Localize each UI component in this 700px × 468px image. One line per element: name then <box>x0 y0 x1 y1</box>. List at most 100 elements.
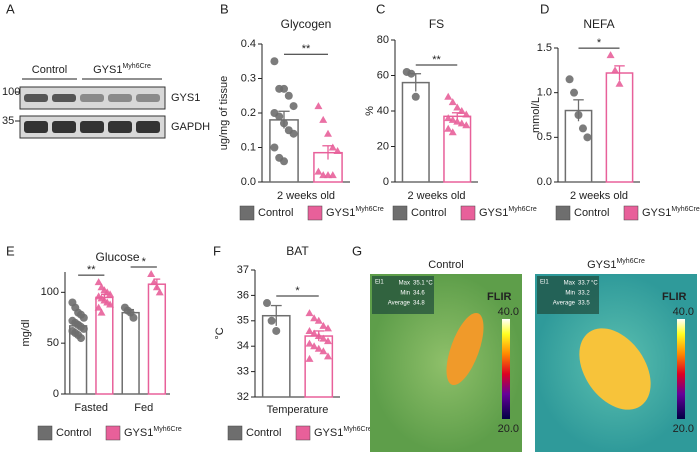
data-point <box>323 337 332 345</box>
y-tick-label: 80 <box>377 34 389 46</box>
blot-band <box>80 121 104 133</box>
legend-label-main: Control <box>56 427 91 439</box>
data-point <box>319 347 328 355</box>
significance: * <box>597 37 602 49</box>
data-point <box>129 313 138 322</box>
data-point <box>79 324 88 333</box>
unit: °C <box>591 281 598 287</box>
y-axis-label: mg/dl <box>20 320 32 347</box>
data-point <box>457 119 466 127</box>
data-point <box>611 66 620 74</box>
group-label: Control <box>32 64 67 76</box>
legend-swatch <box>239 205 255 221</box>
legend-swatch <box>460 205 476 221</box>
data-point <box>310 314 319 322</box>
unit: °C <box>426 281 433 287</box>
legend-label-main: Control <box>258 207 293 219</box>
data-point <box>314 332 323 340</box>
blot-band <box>80 94 104 102</box>
legend-label-sup: Myh6Cre <box>355 206 384 213</box>
legend-label-sup: Myh6Cre <box>153 426 182 433</box>
x-tick-label: 2 weeks old <box>277 190 335 202</box>
data-point <box>150 278 159 286</box>
panel-label: B <box>220 1 229 16</box>
y-tick-label: 32 <box>237 391 249 403</box>
legend-swatch <box>392 205 408 221</box>
y-tick-label: 100 <box>41 286 59 298</box>
x-tick-label: Fasted <box>74 402 108 414</box>
legend-swatch <box>295 425 311 441</box>
image-label-main: GYS1 <box>587 259 616 271</box>
chart-title: Glucose <box>95 250 139 264</box>
y-tick-label: 1.5 <box>537 42 552 54</box>
data-point <box>314 344 323 352</box>
data-point <box>305 339 314 347</box>
bar <box>147 283 167 395</box>
legend-label: GYS1Myh6Cre <box>314 426 372 439</box>
data-point <box>79 313 88 322</box>
data-point <box>267 316 276 325</box>
panel-label: C <box>376 1 385 16</box>
blot-band <box>24 94 48 102</box>
bar <box>95 296 114 395</box>
x-tick-label: 2 weeks old <box>570 190 628 202</box>
data-point <box>314 102 323 110</box>
data-point <box>280 119 288 128</box>
blot-band <box>108 121 132 133</box>
data-point <box>272 326 281 335</box>
legend-label-main: Control <box>246 427 281 439</box>
data-point <box>275 112 284 121</box>
legend-label-sup: Myh6Cre <box>508 206 537 213</box>
y-tick-label: 33 <box>237 366 249 378</box>
data-point <box>606 51 615 59</box>
data-point <box>284 91 293 100</box>
legend-label-sup: Myh6Cre <box>671 206 700 213</box>
overlay-value: 33.2 <box>578 291 590 297</box>
scale-max: 40.0 <box>673 306 694 318</box>
data-point <box>448 115 457 123</box>
legend-label-main: GYS1 <box>124 427 153 439</box>
data-point <box>323 324 332 332</box>
legend-label: GYS1Myh6Cre <box>124 426 182 439</box>
data-point <box>305 326 314 334</box>
blot-band <box>136 94 160 102</box>
bar <box>261 314 291 398</box>
y-axis-label: ug/mg of tissue <box>218 76 230 151</box>
significance: ** <box>302 43 311 55</box>
legend-label: GYS1Myh6Cre <box>479 206 537 219</box>
legend-label: Control <box>246 427 281 439</box>
data-point <box>448 128 457 136</box>
data-point <box>310 342 319 350</box>
data-point <box>319 115 328 123</box>
panel-label: D <box>540 1 549 16</box>
blot-band <box>52 121 76 133</box>
band-label: GAPDH <box>171 121 210 133</box>
spot-label: El1 <box>375 280 384 286</box>
image-label-main: Control <box>428 259 463 271</box>
data-point <box>328 171 337 179</box>
data-point <box>106 290 115 298</box>
image-label: GYS1Myh6Cre <box>587 258 645 271</box>
scale-min: 20.0 <box>498 423 519 435</box>
data-point <box>94 303 103 311</box>
data-point <box>453 117 462 125</box>
blot-band <box>108 94 132 102</box>
scale-min: 20.0 <box>673 423 694 435</box>
data-point <box>411 92 420 101</box>
spot-label: El1 <box>540 280 549 286</box>
panel-label: E <box>6 243 15 258</box>
legend-label: GYS1Myh6Cre <box>642 206 700 219</box>
overlay-key: Min <box>400 291 410 297</box>
y-tick-label: 0.4 <box>241 38 256 50</box>
overlay-box <box>372 276 434 314</box>
data-point <box>444 114 453 122</box>
panel-label: F <box>213 243 221 258</box>
legend-label: Control <box>258 207 293 219</box>
color-scale <box>502 319 510 419</box>
data-point <box>323 352 332 360</box>
blot-band <box>24 121 48 133</box>
bar <box>605 72 634 183</box>
significance: * <box>295 285 300 297</box>
legend-label: GYS1Myh6Cre <box>326 206 384 219</box>
data-point <box>314 316 323 324</box>
